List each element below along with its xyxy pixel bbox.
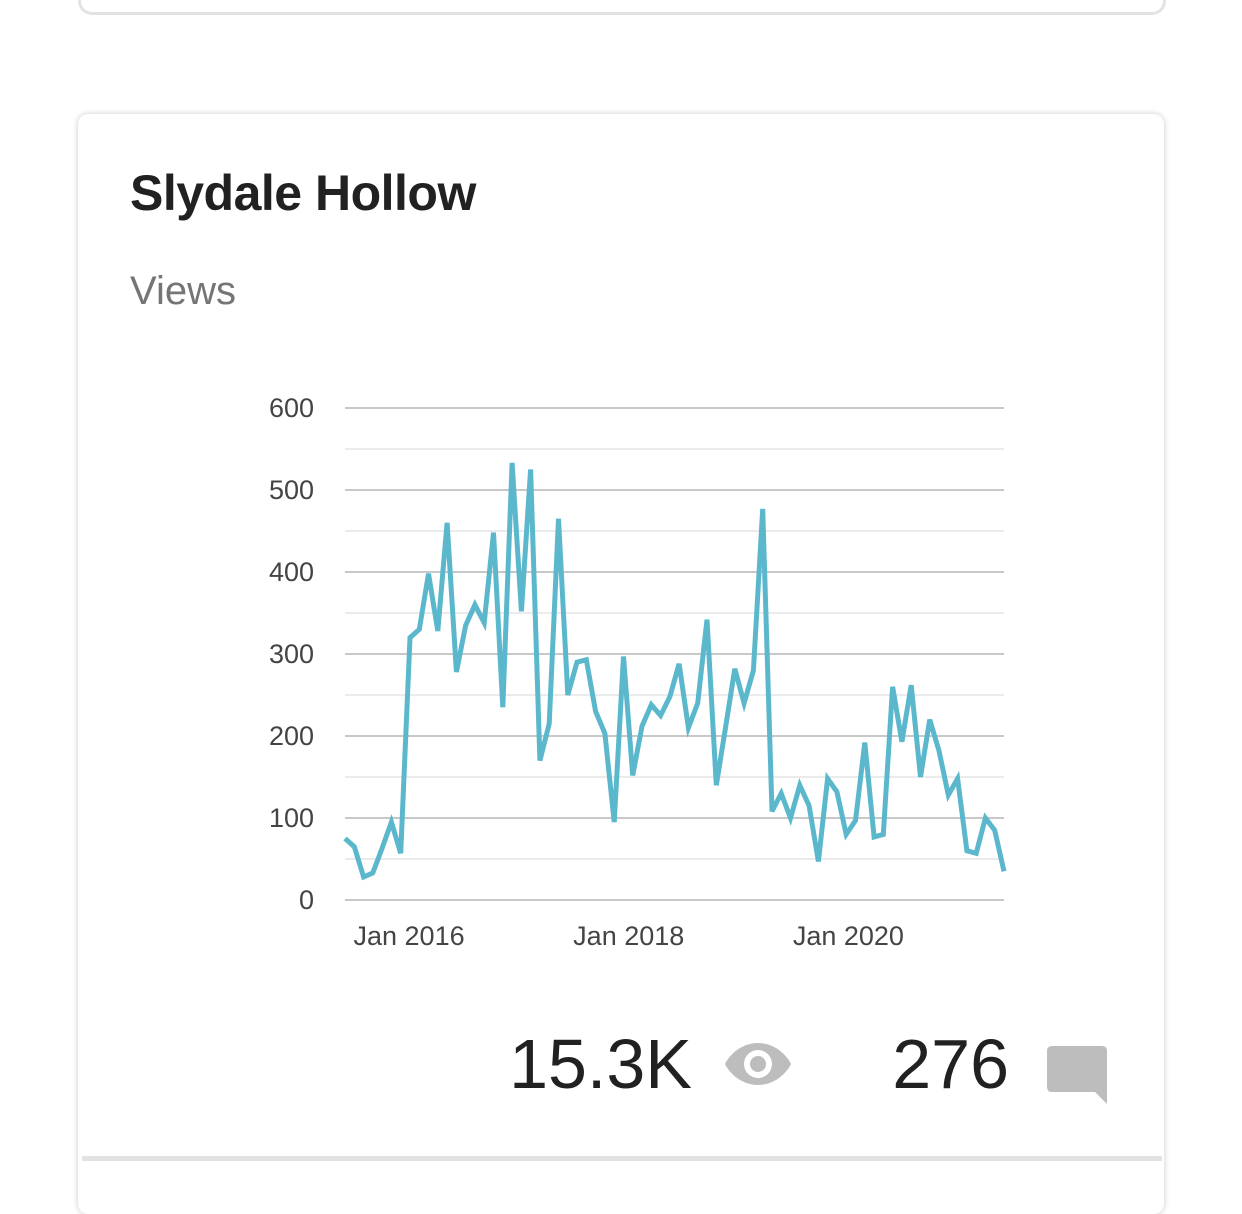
x-tick-label: Jan 2020 <box>793 921 904 951</box>
comments-count: 276 <box>892 1025 1009 1103</box>
stats-row: 15.3K 276 <box>78 1024 1164 1114</box>
card-title: Slydale Hollow <box>130 165 476 221</box>
y-tick-label: 100 <box>269 803 314 833</box>
y-tick-label: 300 <box>269 639 314 669</box>
x-tick-label: Jan 2018 <box>573 921 684 951</box>
chart-subtitle: Views <box>130 269 236 313</box>
views-line-chart: 0 100 200 300 400 500 600 Jan 2016 Jan 2018 Jan 2… <box>269 393 1007 951</box>
y-tick-label: 200 <box>269 721 314 751</box>
eye-icon <box>724 1041 792 1092</box>
views-count: 15.3K <box>509 1025 692 1103</box>
lake-card[interactable]: Slydale Hollow Views 0 100 200 300 400 500 600… <box>78 114 1164 1214</box>
views-series-line <box>343 462 1007 881</box>
previous-card-bottom <box>78 0 1166 15</box>
y-tick-label: 600 <box>269 393 314 423</box>
comment-icon <box>1047 1046 1109 1111</box>
y-tick-label: 0 <box>299 885 314 915</box>
y-tick-label: 400 <box>269 557 314 587</box>
x-tick-label: Jan 2016 <box>354 921 465 951</box>
y-tick-label: 500 <box>269 475 314 505</box>
card-divider <box>82 1156 1162 1161</box>
